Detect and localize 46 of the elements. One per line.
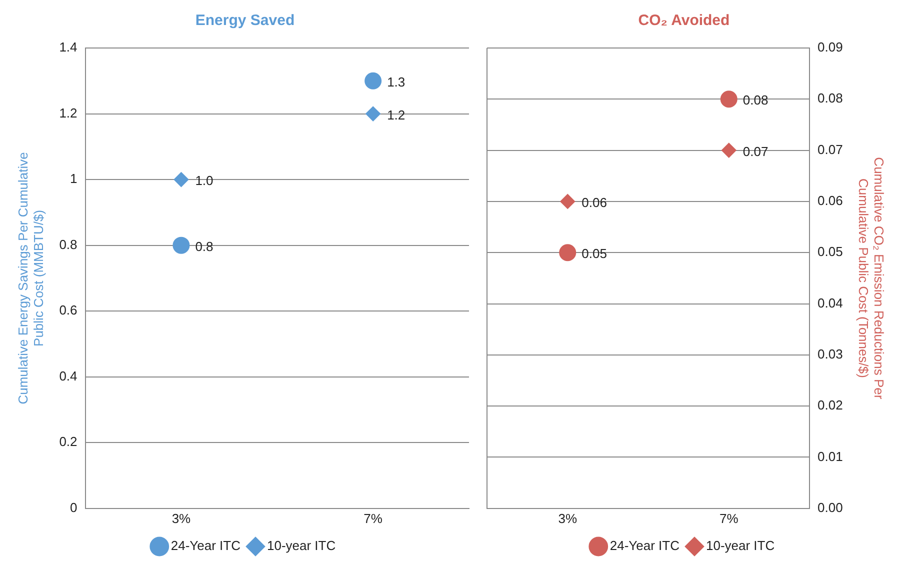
y2-tick-label: 0.00 [818,500,843,515]
data-label: 1.0 [195,173,214,188]
x-tick-label: 7% [364,510,383,526]
y-tick-label: 1 [70,171,78,186]
y2-tick-label: 0.08 [818,90,843,106]
point [174,172,189,188]
data-label: 0.06 [582,195,607,210]
x-tick-label: 7% [719,510,739,526]
y2-tick-label: 0.09 [818,40,843,55]
point [559,244,576,262]
y2-tick-label: 0.04 [818,295,843,310]
y-tick-label: 0.4 [59,368,78,384]
y-tick-label: 0.2 [59,434,78,450]
data-label: 0.05 [582,246,607,262]
y2-tick-label: 0.03 [818,346,843,362]
point [720,90,738,108]
legend-label: 10-year ITC [706,538,775,554]
point [560,194,576,209]
data-label: 1.2 [387,107,406,122]
data-label: 1.3 [387,74,406,90]
point [366,106,381,122]
y2-tick-label: 0.07 [818,142,843,157]
y-tick-label: 1.2 [59,105,78,120]
data-label: 0.07 [742,144,768,159]
data-label: 0.8 [195,238,214,254]
x-tick-label: 3% [172,510,192,526]
y2-axis-title: Cumulative CO₂ Emission Reductions Per Cumulative Public Cost (Tonnes/$) [856,157,887,400]
chart-title: Energy Saved [195,12,295,30]
y-tick-label: 1.4 [59,40,78,55]
chart-title: CO₂ Avoided [638,12,730,30]
point [172,236,190,254]
y-tick-label: 0.6 [59,302,78,318]
y2-tick-label: 0.01 [818,448,843,464]
data-label: 0.08 [742,92,768,108]
y2-tick-label: 0.02 [818,398,843,413]
y-axis-title: Cumulative Energy Savings Per Cumulative Public Cost (MMBTU/$) [15,152,46,404]
legend-label: 24-Year ITC [170,538,240,554]
legend-label: 10-year ITC [266,538,336,554]
x-tick-label: 3% [558,510,578,526]
point [364,72,382,90]
y-tick-label: 0 [70,500,78,515]
y-tick-label: 0.8 [59,236,78,252]
y2-tick-label: 0.05 [818,244,843,260]
point [721,142,736,158]
y2-tick-label: 0.06 [818,193,843,208]
legend-label: 24-Year ITC [610,538,680,554]
